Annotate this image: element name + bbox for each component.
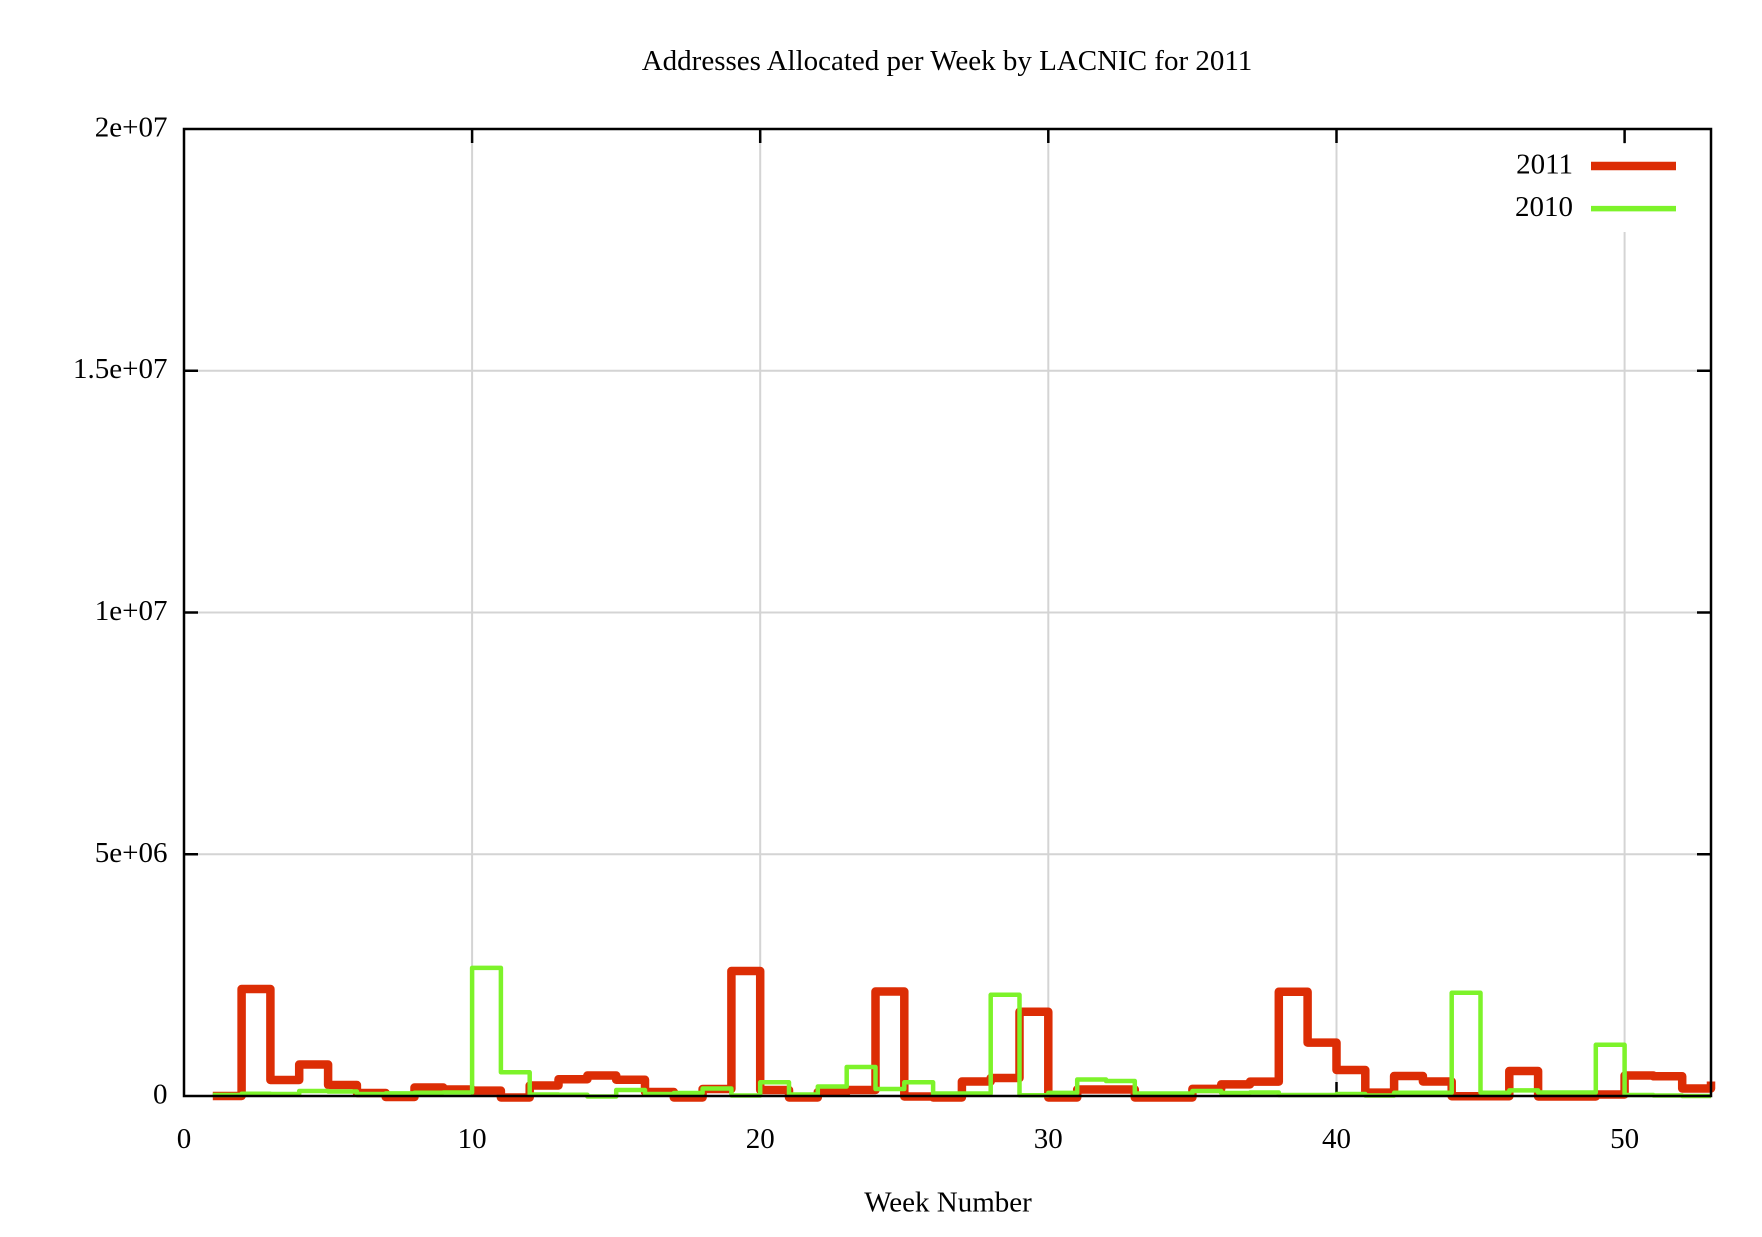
svg-text:50: 50: [1610, 1123, 1639, 1155]
svg-text:Addresses Allocated per Week b: Addresses Allocated per Week by LACNIC f…: [642, 45, 1253, 77]
svg-text:0: 0: [153, 1079, 168, 1111]
svg-text:2e+07: 2e+07: [95, 112, 168, 144]
svg-text:10: 10: [458, 1123, 487, 1155]
svg-text:2010: 2010: [1515, 191, 1573, 223]
svg-text:Week Number: Week Number: [864, 1187, 1032, 1219]
svg-text:2011: 2011: [1516, 149, 1573, 181]
svg-text:20: 20: [746, 1123, 775, 1155]
svg-text:1e+07: 1e+07: [95, 595, 168, 627]
svg-text:40: 40: [1322, 1123, 1351, 1155]
svg-text:5e+06: 5e+06: [95, 837, 168, 869]
svg-text:30: 30: [1034, 1123, 1063, 1155]
svg-text:1.5e+07: 1.5e+07: [73, 353, 167, 385]
svg-text:0: 0: [177, 1123, 192, 1155]
